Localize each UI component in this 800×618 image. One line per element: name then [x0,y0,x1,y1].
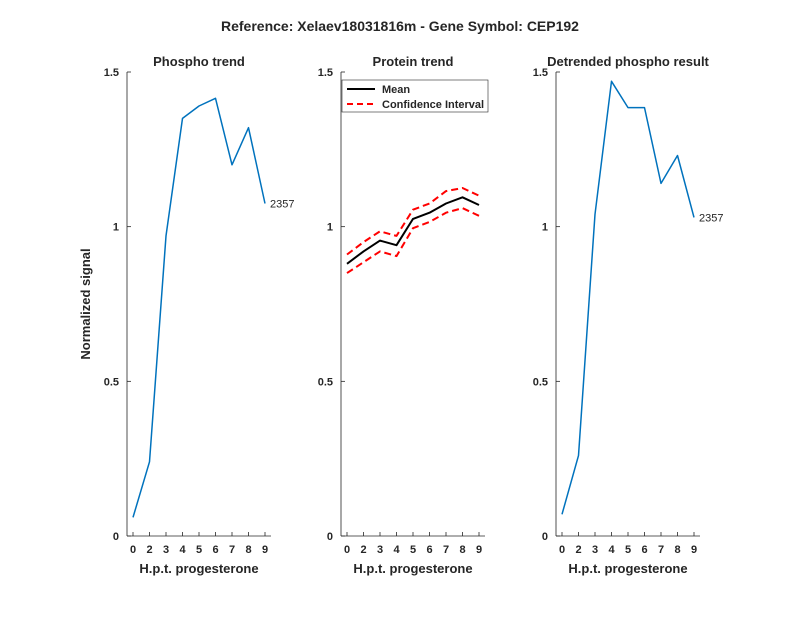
plot-area: 00.511.50 2 3 4 5 6 7 8 9 [318,67,485,556]
x-tick-label: 8 [674,544,680,556]
panel-title: Phospho trend [153,54,245,69]
panel-protein-trend: Protein trend H.p.t. progesterone 0 0.5 1 1… [318,54,489,576]
y-tick-label: 0 [113,531,119,543]
y-tick-label: 0.5 [104,376,119,388]
y-tick-label: 1 [542,222,548,234]
y-tick-label: 1.5 [533,67,548,79]
panel-detrended-phospho: Detrended phospho result H.p.t. progeste… [533,54,724,576]
legend-label-ci: Confidence Interval [382,99,484,111]
panel-title: Detrended phospho result [547,54,709,69]
x-tick-label: 9 [476,544,482,556]
x-tick-label: 5 [625,544,631,556]
x-tick-label: 4 [393,544,400,556]
x-tick-label: 9 [262,544,268,556]
y-tick-label: 0 [542,531,548,543]
series-line-0 [561,80,695,515]
x-tick-label: 5 [196,544,202,556]
y-tick-label: 1.5 [318,67,333,79]
x-tick-label: 6 [641,544,647,556]
y-tick-label: 1 [327,222,333,234]
x-axis-label: H.p.t. progesterone [139,561,258,576]
legend-box [341,79,489,113]
x-axis-label: H.p.t. progesterone [568,561,687,576]
x-tick-label: 0 [344,544,350,556]
y-tick-label: 0.5 [533,376,548,388]
y-tick-label: 0.5 [318,376,333,388]
figure-title: Reference: Xelaev18031816m - Gene Symbol… [221,18,579,34]
x-tick-label: 3 [163,544,169,556]
x-tick-label: 8 [245,544,251,556]
series-line-0 [132,97,266,518]
panel-title: Protein trend [373,54,454,69]
panel-phospho-trend: Phospho trend H.p.t. progesterone 0 0.5 1 1… [104,54,295,576]
x-tick-label: 3 [377,544,383,556]
x-tick-label: 4 [608,544,615,556]
point-annotation: 2357 [699,212,723,224]
x-tick-label: 6 [212,544,218,556]
y-tick-label: 1 [113,222,119,234]
x-tick-label: 8 [459,544,465,556]
x-axis-label: H.p.t. progesterone [353,561,472,576]
x-tick-label: 6 [426,544,432,556]
x-tick-label: 3 [592,544,598,556]
y-tick-label: 0 [327,531,333,543]
x-tick-label: 7 [443,544,449,556]
series-line-1 [346,187,480,256]
x-tick-label: 2 [360,544,366,556]
x-tick-label: 9 [691,544,697,556]
series-line-0 [346,196,480,265]
x-tick-label: 0 [130,544,136,556]
x-tick-label: 4 [179,544,186,556]
x-tick-label: 7 [229,544,235,556]
x-tick-label: 2 [146,544,152,556]
point-annotation: 2357 [270,198,294,210]
legend-label-mean: Mean [382,84,410,96]
y-axis-label: Normalized signal [78,248,93,359]
legend: Mean Confidence Interval [341,79,489,113]
y-tick-label: 1.5 [104,67,119,79]
x-tick-label: 2 [575,544,581,556]
x-tick-label: 7 [658,544,664,556]
x-tick-label: 0 [559,544,565,556]
x-tick-label: 5 [410,544,416,556]
series-line-2 [346,207,480,274]
